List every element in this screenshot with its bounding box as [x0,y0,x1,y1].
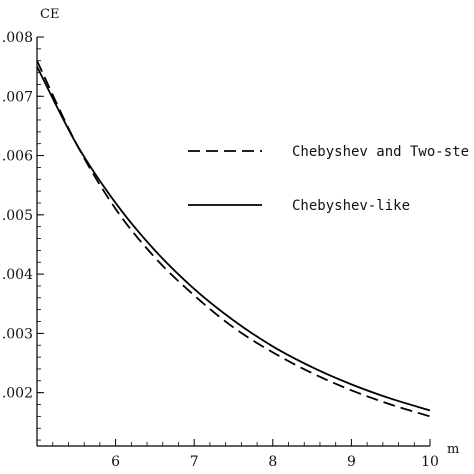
series-line-chebyshev-two-step [36,60,431,418]
y-tick-label: .008 [2,30,33,46]
series-layer [36,60,431,418]
x-tick-label: 10 [421,454,439,470]
legend-label-chebyshev-two-step: Chebyshev and Two-ste [292,144,469,160]
legend-label-chebyshev-like: Chebyshev-like [292,198,410,214]
y-tick-label: .004 [2,267,33,283]
ticks [37,36,431,446]
axes [36,37,430,447]
x-tick-label: 7 [190,454,199,470]
x-tick-label: 8 [268,454,277,470]
x-axis-title: m [447,442,459,457]
y-tick-label: .005 [2,208,33,224]
y-axis-title: CE [40,7,59,22]
series-line-chebyshev-like [36,66,431,412]
x-tick-label: 9 [347,454,356,470]
tick-labels: .002 .003 .004 .005 .006 .007 .008 6 7 8 9 10 [2,30,439,470]
y-tick-label: .003 [2,326,33,342]
x-tick-label: 6 [111,454,120,470]
legend: Chebyshev and Two-ste Chebyshev-like [188,144,469,214]
y-tick-label: .006 [2,149,33,165]
y-tick-label: .002 [2,386,33,402]
y-tick-label: .007 [2,89,33,105]
